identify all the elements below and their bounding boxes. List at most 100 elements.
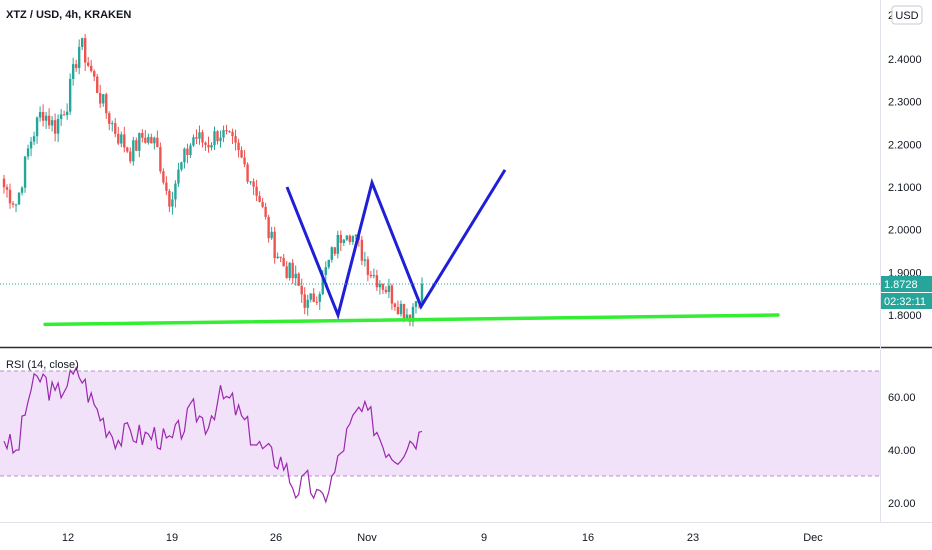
time-tick-label: 9 bbox=[481, 532, 487, 544]
candle-body bbox=[231, 131, 234, 137]
candle-body bbox=[150, 136, 153, 144]
rsi-overbought-oversold-band bbox=[0, 371, 880, 476]
candle-body bbox=[354, 234, 358, 237]
price-tick-label: 2.4000 bbox=[888, 54, 922, 66]
time-tick-label: 12 bbox=[62, 532, 74, 544]
candle-body bbox=[177, 169, 180, 184]
candle-body bbox=[99, 93, 102, 104]
candle-body bbox=[147, 136, 150, 143]
candle-body bbox=[2, 178, 6, 188]
candle-body bbox=[93, 71, 96, 77]
candle-body bbox=[243, 157, 246, 165]
candle-body bbox=[192, 137, 195, 146]
candle-body bbox=[411, 306, 415, 322]
support-trendline[interactable] bbox=[43, 313, 780, 327]
candle-body bbox=[83, 38, 87, 63]
candle-body bbox=[90, 65, 93, 72]
candle-body bbox=[189, 145, 192, 156]
candle-body bbox=[219, 137, 222, 142]
symbol-title[interactable]: XTZ / USD, 4h, KRAKEN bbox=[6, 9, 131, 21]
candle-body bbox=[174, 183, 177, 200]
candle-body bbox=[195, 137, 198, 139]
rsi-axis[interactable]: 60.00 40.00 20.00 bbox=[888, 392, 916, 510]
candle-body bbox=[105, 94, 108, 114]
candle-body bbox=[41, 111, 45, 121]
candle-body bbox=[183, 148, 186, 163]
candle-body bbox=[270, 231, 273, 239]
candle-body bbox=[120, 134, 123, 144]
candle-body bbox=[171, 199, 174, 207]
candle-body bbox=[126, 147, 129, 152]
candle-body bbox=[207, 144, 210, 148]
drawings[interactable] bbox=[43, 169, 780, 327]
candle-body bbox=[258, 195, 261, 202]
candle-body bbox=[396, 307, 400, 315]
candles bbox=[2, 34, 424, 327]
candle-body bbox=[74, 64, 78, 69]
candle-body bbox=[420, 283, 424, 303]
price-tick-label: 2 bbox=[888, 10, 894, 22]
candle-body bbox=[339, 234, 343, 243]
candle-body bbox=[261, 201, 264, 207]
candle-body bbox=[240, 150, 243, 158]
candle-body bbox=[17, 192, 21, 205]
candle-body bbox=[234, 136, 237, 143]
rsi-tick-label: 20.00 bbox=[888, 498, 916, 510]
candle-body bbox=[309, 293, 312, 300]
candle-body bbox=[138, 133, 141, 151]
candle-body bbox=[68, 78, 72, 112]
candle-body bbox=[366, 259, 370, 275]
candle-body bbox=[62, 114, 66, 116]
price-tick-label: 2.0000 bbox=[888, 225, 922, 237]
candle-body bbox=[303, 294, 306, 308]
rsi-title[interactable]: RSI (14, close) bbox=[6, 359, 79, 371]
candle-body bbox=[198, 132, 201, 139]
candle-body bbox=[71, 64, 75, 79]
candle-body bbox=[201, 132, 204, 143]
currency-label: USD bbox=[895, 10, 918, 22]
candle-body bbox=[306, 299, 309, 308]
candle-body bbox=[14, 204, 18, 206]
candle-body bbox=[153, 137, 156, 144]
candle-body bbox=[168, 190, 171, 207]
price-tick-label: 2.1000 bbox=[888, 182, 922, 194]
candle-body bbox=[363, 259, 367, 261]
candle-body bbox=[159, 147, 162, 172]
currency-button[interactable]: USD bbox=[891, 5, 923, 25]
candle-body bbox=[246, 164, 249, 182]
candle-body bbox=[32, 136, 36, 142]
price-tick-label: 2.3000 bbox=[888, 97, 922, 109]
time-axis[interactable]: 12 19 26 Nov 9 16 23 Dec bbox=[62, 532, 823, 544]
candle-body bbox=[369, 274, 373, 277]
rsi-tick-label: 60.00 bbox=[888, 392, 916, 404]
candle-body bbox=[276, 256, 279, 259]
candle-body bbox=[237, 142, 240, 151]
candle-body bbox=[23, 156, 27, 188]
candle-body bbox=[279, 256, 282, 258]
candle-body bbox=[65, 111, 69, 116]
candle-body bbox=[264, 206, 267, 217]
candle-body bbox=[108, 113, 111, 124]
candle-body bbox=[342, 239, 346, 243]
last-price-badge: 1.8728 bbox=[881, 276, 932, 292]
time-tick-label: Dec bbox=[803, 532, 823, 544]
candle-body bbox=[129, 151, 132, 162]
candle-body bbox=[384, 289, 388, 293]
candle-body bbox=[381, 284, 385, 290]
candle-body bbox=[321, 275, 324, 295]
candle-body bbox=[228, 131, 231, 133]
candle-body bbox=[186, 148, 189, 156]
candle-body bbox=[123, 134, 126, 148]
candle-body bbox=[345, 235, 349, 240]
candle-body bbox=[156, 137, 159, 148]
price-tick-label: 1.8000 bbox=[888, 310, 922, 322]
time-tick-label: 23 bbox=[687, 532, 699, 544]
rsi-line bbox=[3, 365, 423, 504]
w-pattern-drawing[interactable] bbox=[285, 169, 507, 320]
candle-body bbox=[285, 266, 288, 278]
candle-body bbox=[180, 162, 183, 170]
candle-body bbox=[44, 115, 48, 121]
price-tick-label: 2.2000 bbox=[888, 139, 922, 151]
candle-body bbox=[26, 148, 30, 157]
